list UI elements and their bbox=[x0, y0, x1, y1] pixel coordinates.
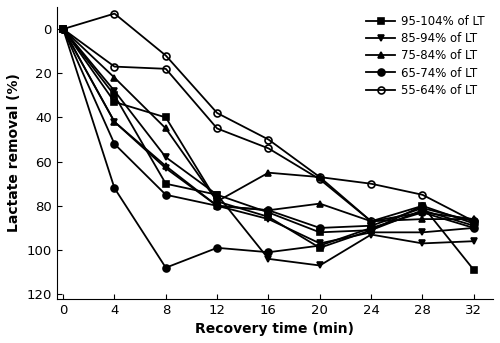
X-axis label: Recovery time (min): Recovery time (min) bbox=[196, 322, 354, 336]
Legend: 95-104% of LT, 85-94% of LT, 75-84% of LT, 65-74% of LT, 55-64% of LT: 95-104% of LT, 85-94% of LT, 75-84% of L… bbox=[364, 13, 487, 99]
Y-axis label: Lactate removal (%): Lactate removal (%) bbox=[7, 73, 21, 232]
